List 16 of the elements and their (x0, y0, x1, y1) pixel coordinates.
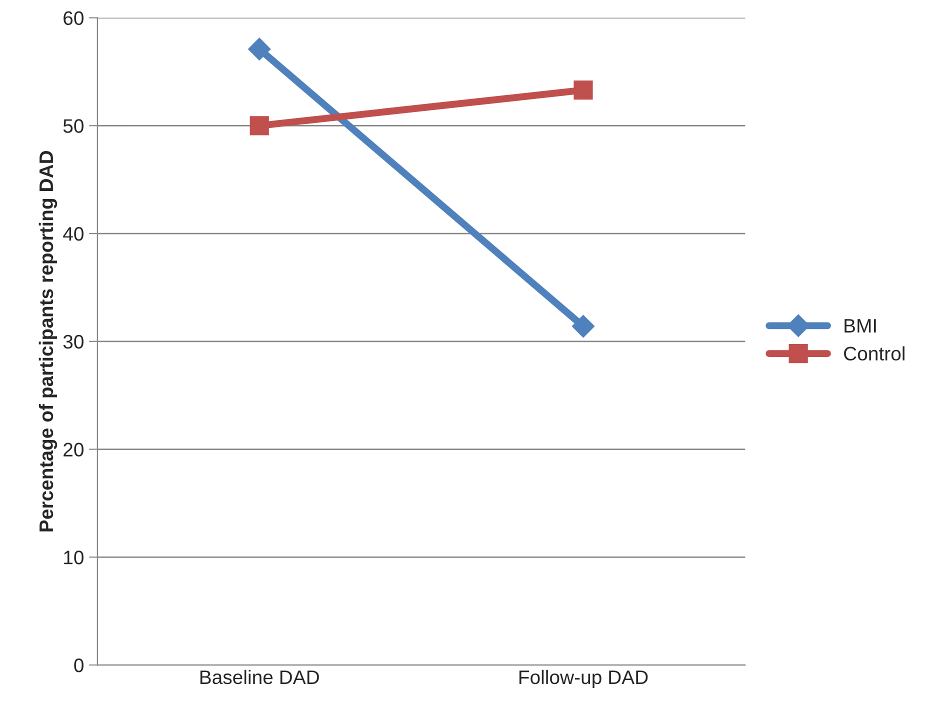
x-tick-label: Follow-up DAD (519, 670, 648, 688)
y-tick-label: 50 (63, 119, 84, 133)
point (572, 314, 595, 338)
y-tick-label: 30 (63, 334, 84, 349)
y-axis-title: Percentage of participants reporting DAD (38, 150, 58, 532)
legend-label: Control (844, 346, 904, 361)
x-tick-label: Baseline DAD (200, 670, 319, 684)
y-tick-label: 60 (64, 11, 84, 26)
legend-label: BMI (844, 319, 876, 333)
point (248, 38, 271, 60)
point (574, 80, 593, 100)
y-tick-label: 40 (63, 227, 84, 241)
y-tick-label: 20 (64, 442, 84, 457)
y-tick-label: 0 (74, 658, 84, 672)
point (250, 116, 269, 136)
y-tick-label: 10 (64, 550, 84, 564)
